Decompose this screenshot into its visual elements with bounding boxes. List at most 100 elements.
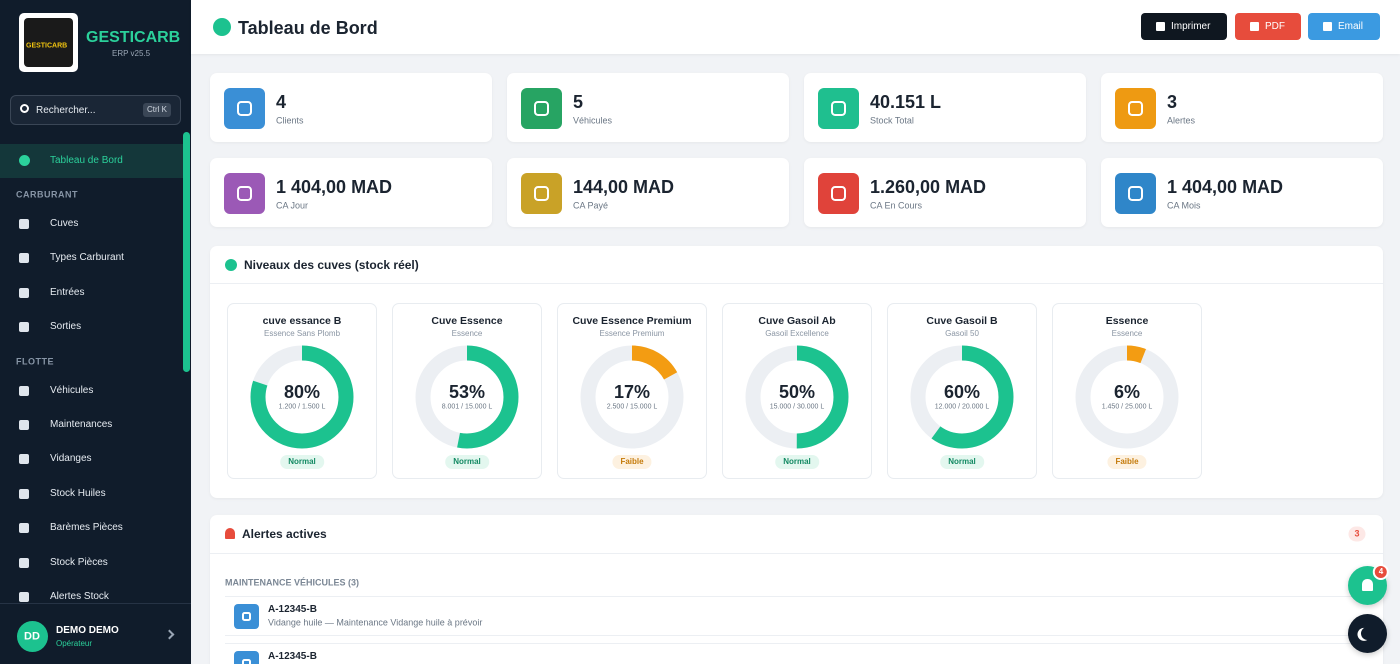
- alerts-title: Alertes actives: [242, 527, 327, 541]
- nav-active-bg[interactable]: [0, 144, 183, 178]
- alerts-panel: [210, 515, 1383, 664]
- button-label[interactable]: PDF: [1265, 20, 1285, 32]
- alert-title: A-12345-B: [268, 604, 317, 615]
- nav-item[interactable]: Stock Pièces: [50, 556, 108, 568]
- status-pill: Faible: [1107, 455, 1147, 469]
- button-icon: [1156, 22, 1165, 31]
- tank-name: Cuve Essence: [431, 314, 503, 327]
- icon-glyph: [237, 101, 252, 116]
- nav-icon: [19, 253, 29, 264]
- gauge-percent: 6%: [1113, 382, 1141, 402]
- status-pill: Normal: [940, 455, 984, 469]
- stat-label: Clients: [276, 115, 304, 126]
- search-icon: [20, 104, 29, 113]
- stat-value: 5: [573, 92, 584, 112]
- scrollbar: [183, 132, 190, 372]
- tank-fuel: Gasoil Excellence: [765, 329, 829, 338]
- search-placeholder: Rechercher...: [36, 105, 96, 116]
- nav-icon: [19, 420, 29, 430]
- gauge-volume: 1.200 / 1.500 L: [278, 403, 326, 411]
- logo-inner: [24, 18, 73, 67]
- tank-fuel: Essence: [451, 329, 483, 338]
- gauge-volume: 1.450 / 25.000 L: [1101, 403, 1153, 411]
- bell-glyph: [1362, 579, 1373, 591]
- stat-label: Stock Total: [870, 115, 914, 126]
- nav-item[interactable]: Cuves: [50, 218, 79, 229]
- icon-glyph: [242, 659, 251, 664]
- shortcut: Ctrl K: [143, 103, 171, 117]
- stat-label: Véhicules: [573, 115, 613, 126]
- icon: [521, 173, 562, 214]
- gauge-percent: 80%: [283, 382, 321, 402]
- nav-item[interactable]: Sorties: [50, 321, 82, 333]
- gauge-arc: [1075, 345, 1179, 449]
- button-label[interactable]: Imprimer: [1171, 20, 1211, 32]
- page-title: Tableau de Bord: [238, 18, 378, 38]
- alert-title: A-12345-B: [268, 651, 317, 662]
- icon: [234, 651, 259, 664]
- icon: [224, 173, 265, 214]
- alert-row[interactable]: [225, 643, 1370, 664]
- nav-item[interactable]: Types Carburant: [50, 252, 124, 264]
- icon: [1115, 88, 1156, 129]
- gauge-arc: [745, 345, 849, 449]
- nav-item[interactable]: Véhicules: [50, 384, 94, 396]
- tanks-title: Niveaux des cuves (stock réel): [244, 258, 419, 272]
- status-pill: Normal: [445, 455, 489, 469]
- gauge: [910, 345, 1014, 449]
- gauge-volume: 2.500 / 15.000 L: [606, 403, 658, 411]
- alert-row[interactable]: [225, 596, 1370, 636]
- nav-item[interactable]: Barèmes Pièces: [50, 522, 123, 534]
- nav-item[interactable]: Stock Huiles: [50, 487, 106, 499]
- stat-label: Alertes: [1167, 115, 1196, 126]
- stat-label: CA Jour: [276, 200, 309, 211]
- nav-icon: [19, 322, 29, 333]
- status-pill: Normal: [775, 455, 819, 469]
- stat-value: 1 404,00 MAD: [1167, 177, 1284, 197]
- icon-glyph: [534, 101, 549, 116]
- icon: [818, 173, 859, 214]
- brand: GESTICARB: [86, 29, 181, 46]
- nav-icon: [19, 385, 29, 396]
- stat-value: 4: [276, 92, 287, 112]
- status-pill: Faible: [612, 455, 652, 469]
- alert-group: MAINTENANCE VÉHICULES (3): [225, 577, 360, 588]
- gauge-arc: [250, 345, 354, 449]
- nav-item[interactable]: Alertes Stock: [50, 591, 109, 602]
- icon-glyph: [242, 612, 251, 621]
- button-label[interactable]: Email: [1338, 20, 1364, 32]
- button-icon: [1250, 22, 1259, 31]
- nav-icon: [19, 287, 29, 298]
- tank-fuel: Gasoil 50: [945, 329, 979, 338]
- nav-item[interactable]: Entrées: [50, 286, 85, 298]
- icon-glyph: [831, 101, 846, 116]
- header-button[interactable]: [1308, 13, 1380, 40]
- panel-divider: [210, 553, 1383, 554]
- tank-name: Cuve Gasoil Ab: [758, 314, 836, 327]
- icon: [818, 88, 859, 129]
- title-icon: [213, 18, 231, 36]
- stat-value: 3: [1167, 92, 1178, 112]
- nav-item[interactable]: Vidanges: [50, 453, 92, 465]
- gauge-volume: 8.001 / 15.000 L: [441, 403, 493, 411]
- alerts-count: 3: [1348, 526, 1366, 542]
- stat-label: CA En Cours: [870, 200, 923, 211]
- bell-icon: [225, 528, 235, 539]
- tank-fuel: Essence Premium: [599, 329, 665, 338]
- theme-button[interactable]: [1348, 614, 1387, 653]
- icon: [224, 88, 265, 129]
- nav-section: FLOTTE: [16, 356, 54, 367]
- nav-item[interactable]: Maintenances: [50, 419, 113, 430]
- icon-glyph: [831, 186, 846, 201]
- icon: [1115, 173, 1156, 214]
- header-button[interactable]: [1235, 13, 1301, 40]
- gauge: [745, 345, 849, 449]
- nav-item-active[interactable]: Tableau de Bord: [50, 155, 123, 166]
- gauge-arc: [910, 345, 1014, 449]
- gauge: [580, 345, 684, 449]
- tank-name: Cuve Gasoil B: [926, 314, 998, 327]
- header-button[interactable]: [1141, 13, 1227, 40]
- avatar-initials: DD: [24, 630, 40, 643]
- tank-name: Essence: [1105, 314, 1149, 327]
